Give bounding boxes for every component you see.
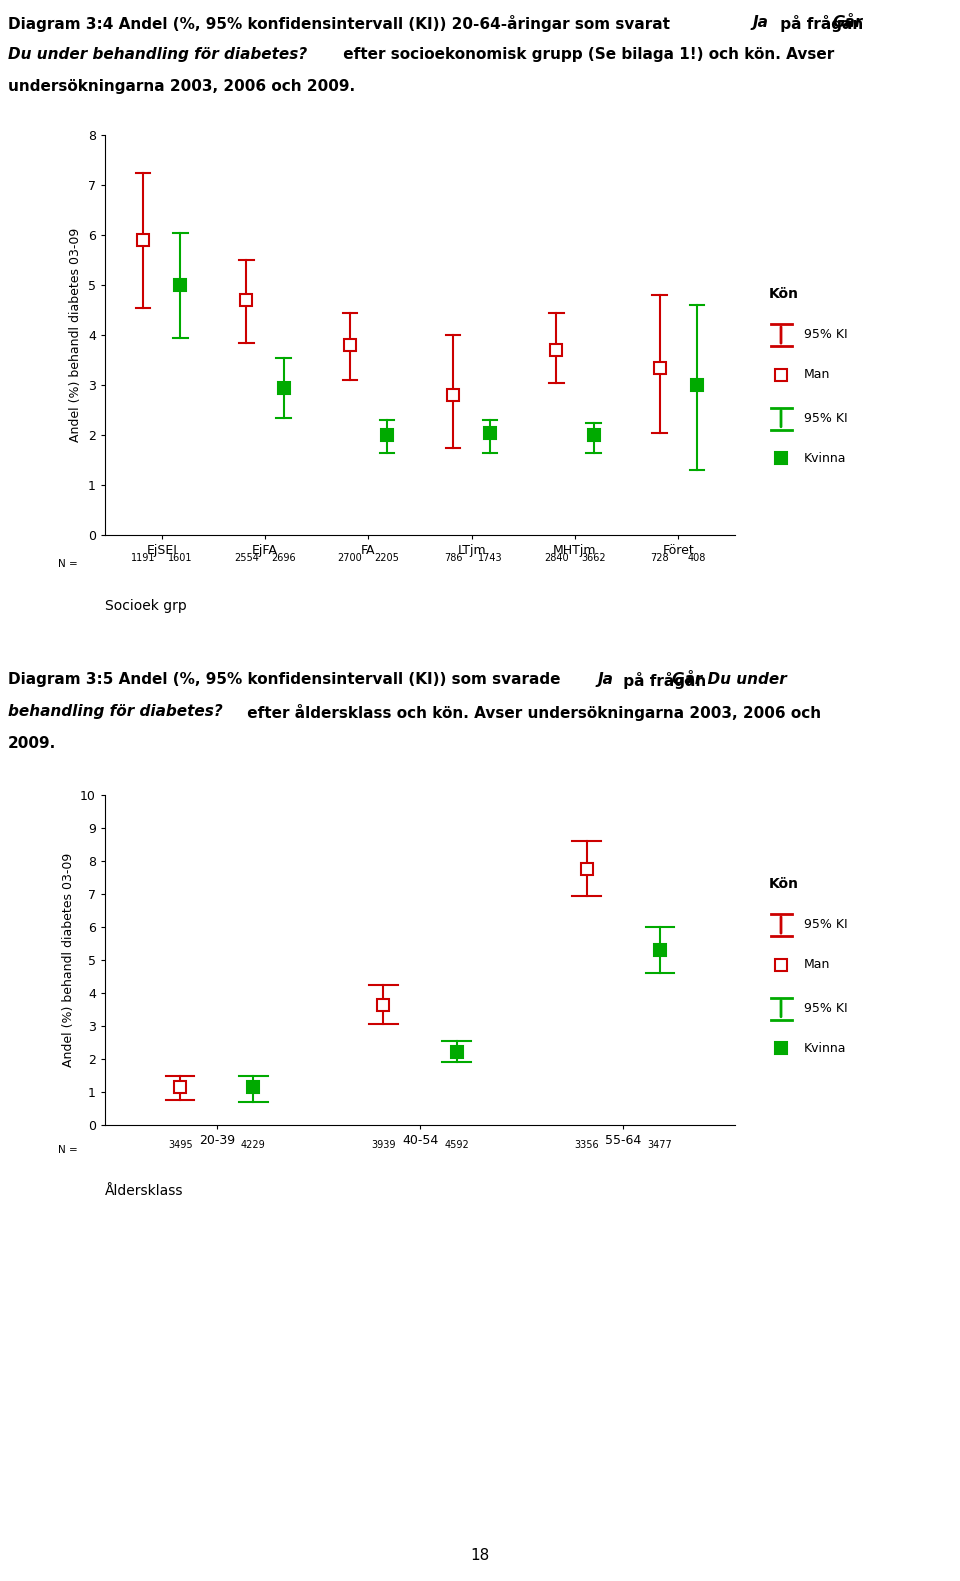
Text: 2700: 2700 [337, 553, 362, 563]
Text: Ja: Ja [753, 14, 769, 30]
Text: Kön: Kön [769, 286, 799, 300]
Text: 95% KI: 95% KI [804, 1002, 848, 1015]
Text: 2554: 2554 [234, 553, 259, 563]
Text: 1601: 1601 [168, 553, 193, 563]
Text: efter åldersklass och kön. Avser undersökningarna 2003, 2006 och: efter åldersklass och kön. Avser undersö… [242, 704, 821, 721]
Text: 95% KI: 95% KI [804, 413, 848, 425]
Text: 4229: 4229 [241, 1140, 266, 1149]
Text: N =: N = [58, 1145, 78, 1154]
Text: 728: 728 [650, 553, 669, 563]
Text: Diagram 3:4 Andel (%, 95% konfidensintervall (KI)) 20-64-åringar som svarat: Diagram 3:4 Andel (%, 95% konfidensinter… [8, 14, 675, 32]
Text: undersökningarna 2003, 2006 och 2009.: undersökningarna 2003, 2006 och 2009. [8, 79, 355, 93]
Text: 3939: 3939 [372, 1140, 396, 1149]
Text: 95% KI: 95% KI [804, 329, 848, 341]
Text: 3477: 3477 [647, 1140, 672, 1149]
Text: 2696: 2696 [272, 553, 296, 563]
Text: 2840: 2840 [544, 553, 568, 563]
Text: 3495: 3495 [168, 1140, 193, 1149]
Text: 408: 408 [687, 553, 706, 563]
Text: 2205: 2205 [374, 553, 399, 563]
Text: 1191: 1191 [131, 553, 156, 563]
Y-axis label: Andel (%) behandl diabetes 03-09: Andel (%) behandl diabetes 03-09 [61, 852, 75, 1067]
Text: 1743: 1743 [478, 553, 502, 563]
Text: behandling för diabetes?: behandling för diabetes? [8, 704, 223, 719]
Text: 786: 786 [444, 553, 463, 563]
Text: Kvinna: Kvinna [804, 452, 847, 465]
Text: 95% KI: 95% KI [804, 919, 848, 931]
Text: efter socioekonomisk grupp (Se bilaga 1!) och kön. Avser: efter socioekonomisk grupp (Se bilaga 1!… [338, 47, 834, 62]
Text: 3356: 3356 [574, 1140, 599, 1149]
Text: på frågan: på frågan [775, 14, 869, 32]
Text: 18: 18 [470, 1548, 490, 1564]
Text: 4592: 4592 [444, 1140, 468, 1149]
Text: 3662: 3662 [581, 553, 606, 563]
Text: Kön: Kön [769, 876, 799, 890]
Text: 2009.: 2009. [8, 737, 57, 751]
Text: Går Du under: Går Du under [672, 672, 787, 688]
Text: N =: N = [58, 560, 78, 569]
Text: Kvinna: Kvinna [804, 1042, 847, 1055]
Text: Du under behandling för diabetes?: Du under behandling för diabetes? [8, 47, 307, 62]
Text: Socioek grp: Socioek grp [105, 599, 187, 613]
Text: Diagram 3:5 Andel (%, 95% konfidensintervall (KI)) som svarade: Diagram 3:5 Andel (%, 95% konfidensinter… [8, 672, 565, 688]
Text: Går: Går [832, 14, 862, 30]
Text: Åldersklass: Åldersklass [105, 1184, 183, 1198]
Text: på frågan: på frågan [618, 672, 711, 689]
Text: Man: Man [804, 958, 830, 971]
Y-axis label: Andel (%) behandl diabetes 03-09: Andel (%) behandl diabetes 03-09 [69, 228, 83, 443]
Text: Ja: Ja [598, 672, 613, 688]
Text: Man: Man [804, 368, 830, 381]
